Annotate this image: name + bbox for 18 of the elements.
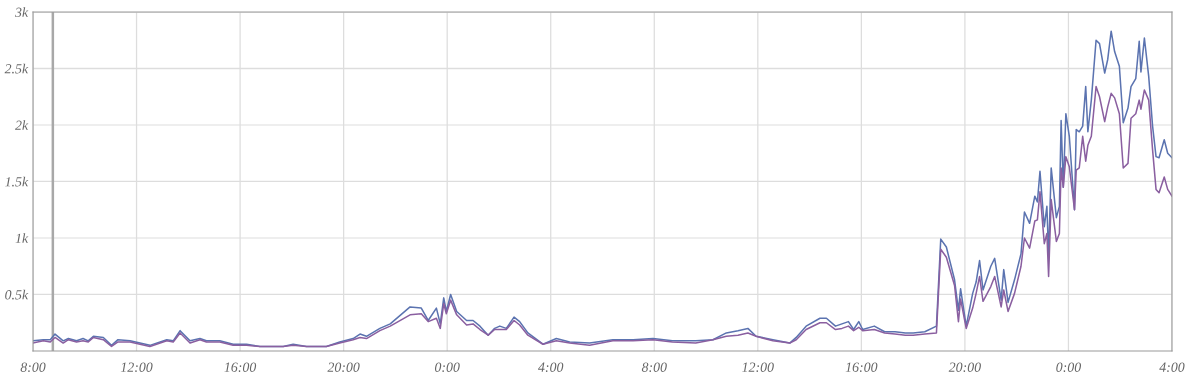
x-tick-label: 12:00	[120, 362, 153, 372]
x-tick-label: 4:00	[1159, 362, 1185, 372]
x-tick-label: 20:00	[327, 362, 360, 372]
x-tick-label: 4:00	[538, 362, 564, 372]
y-tick-label: 2.5k	[4, 63, 29, 74]
y-tick-label: 1k	[15, 233, 29, 243]
y-tick-label: 1.5k	[5, 176, 29, 187]
x-tick-label: 8:00	[20, 362, 46, 372]
x-tick-label: 20:00	[948, 362, 981, 372]
x-tick-label: 0:00	[1056, 362, 1082, 372]
y-tick-label: 3k	[15, 7, 29, 17]
y-tick-label: 2k	[15, 120, 29, 130]
x-tick-label: 16:00	[845, 362, 878, 372]
x-tick-label: 0:00	[434, 362, 460, 372]
x-tick-label: 16:00	[224, 362, 257, 372]
x-tick-label: 12:00	[742, 362, 774, 372]
x-tick-label: 8:00	[641, 362, 667, 372]
y-tick-label: 0.5k	[5, 289, 29, 300]
